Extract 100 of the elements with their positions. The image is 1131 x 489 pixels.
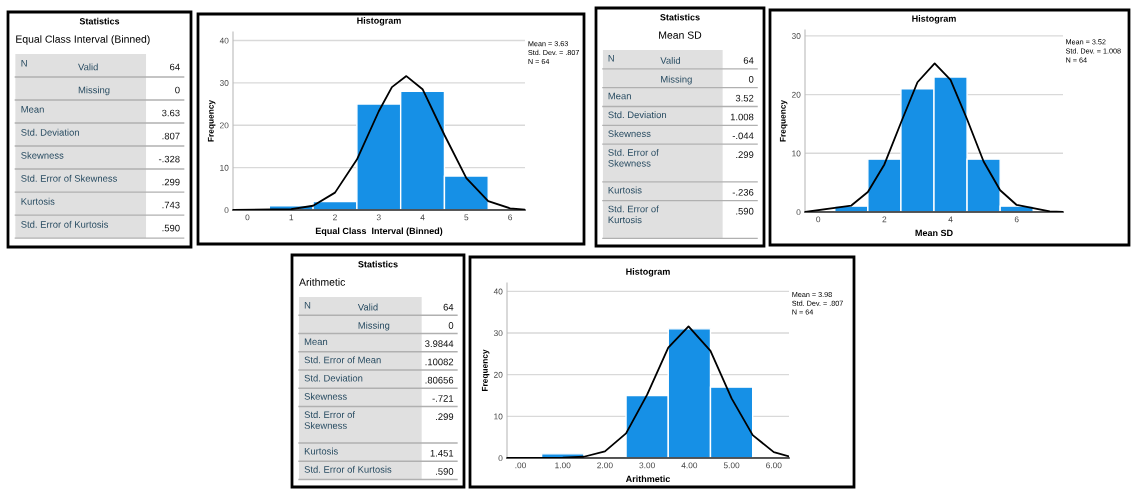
y-axis-title: Frequency <box>481 349 490 392</box>
text: .80656 <box>425 376 454 384</box>
text: 64 <box>443 303 454 311</box>
x-tick-label: 6.00 <box>766 462 782 469</box>
category-label: Kurtosis <box>304 447 338 455</box>
category-label: Valid <box>78 63 98 71</box>
x-tick-label: .00 <box>515 462 526 469</box>
text: -.044 <box>732 132 754 140</box>
line-series <box>507 325 789 458</box>
category-label: Std. Error of Kurtosis <box>304 465 392 473</box>
text: 64 <box>170 63 180 71</box>
x-tick-label: 0 <box>816 216 821 223</box>
category-label: Valid <box>660 56 681 64</box>
y-axis-title: Frequency <box>779 99 788 142</box>
x-tick-label: 4 <box>948 216 953 223</box>
category-label: Kurtosis <box>21 197 55 205</box>
category-label: Mean <box>304 338 328 346</box>
x-tick-label: 5.00 <box>723 462 740 469</box>
text: .807 <box>162 132 180 140</box>
text: -.236 <box>732 188 754 196</box>
x-tick-label: 2 <box>882 216 887 223</box>
text: .590 <box>436 468 454 475</box>
text: Mean SD <box>659 31 702 39</box>
x-tick-label: 4.00 <box>681 462 698 469</box>
text: .299 <box>736 151 754 159</box>
line-series <box>233 75 525 210</box>
category-label: Skewness <box>21 151 64 159</box>
y-tick-label: 30 <box>219 80 229 86</box>
category-label: Skewness <box>608 130 651 137</box>
y-tick-label: 10 <box>494 413 503 420</box>
category-label: N <box>608 55 614 62</box>
category-label: Std. Error of Kurtosis <box>608 205 659 224</box>
x-tick-label: 1.00 <box>555 462 571 469</box>
text: 1.451 <box>430 449 454 457</box>
x-tick-label: 2.00 <box>597 462 613 469</box>
category-label: Skewness <box>304 392 347 400</box>
y-tick-label: 0 <box>498 455 503 462</box>
text: Equal Class Interval (Binned) <box>16 35 150 45</box>
category-label: Std. Error of Skewness <box>21 174 117 182</box>
x-tick-label: 5 <box>464 214 469 221</box>
text: Statistics <box>358 260 398 268</box>
y-tick-label: 20 <box>219 122 229 129</box>
text: 3.9844 <box>425 340 454 347</box>
x-tick-label: 3 <box>376 214 381 221</box>
category-label: Std. Error of Skewness <box>304 411 356 429</box>
text: .590 <box>162 224 180 232</box>
y-tick-label: 20 <box>493 371 503 378</box>
category-label: N <box>21 60 27 67</box>
x-tick-label: 4 <box>420 214 425 221</box>
y-tick-label: 10 <box>792 150 801 157</box>
category-label: Valid <box>357 303 378 311</box>
y-tick-label: 0 <box>224 207 229 214</box>
category-label: Missing <box>661 75 692 85</box>
text: .299 <box>162 178 180 186</box>
x-tick-label: 6 <box>1014 216 1019 223</box>
chart-title: Histogram <box>357 17 401 26</box>
text: .10082 <box>425 358 454 366</box>
text: -.328 <box>158 155 180 163</box>
x-tick-label: 3.00 <box>639 462 655 469</box>
text: 3.63 <box>162 109 180 117</box>
x-tick-label: 1 <box>289 214 294 221</box>
text: 0 <box>448 322 454 329</box>
category-label: Std. Deviation <box>608 111 667 119</box>
y-tick-label: 30 <box>493 330 503 337</box>
text: Arithmetic <box>299 278 346 286</box>
x-axis-title: Equal Class Interval (Binned) <box>315 227 443 236</box>
category-label: Std. Deviation <box>21 128 79 136</box>
y-axis-title: Frequency <box>207 99 216 142</box>
x-tick-label: 2 <box>333 214 337 221</box>
y-tick-label: 30 <box>791 33 801 39</box>
x-tick-label: 6 <box>508 214 513 221</box>
category-label: Missing <box>358 321 390 331</box>
text: 0 <box>175 86 180 94</box>
line-series <box>805 62 1063 212</box>
text: 3.52 <box>735 94 754 102</box>
chart-title: Histogram <box>626 268 670 277</box>
category-label: Std. Error of Skewness <box>608 148 659 167</box>
text: 0 <box>748 75 754 83</box>
y-tick-label: 40 <box>493 288 503 295</box>
category-label: Std. Deviation <box>304 374 363 382</box>
text: 1.008 <box>730 113 754 121</box>
category-label: Std. Error of Mean <box>304 356 381 364</box>
text: .590 <box>736 207 754 215</box>
category-label: Mean <box>608 92 631 100</box>
category-label: Std. Error of Kurtosis <box>21 220 109 228</box>
x-axis-title: Arithmetic <box>625 475 671 483</box>
category-label: N <box>304 301 311 309</box>
y-tick-label: 20 <box>791 91 801 98</box>
x-tick-label: 0 <box>245 214 250 221</box>
y-tick-label: 0 <box>796 209 801 216</box>
x-axis-title: Mean SD <box>915 229 953 237</box>
y-tick-label: 10 <box>220 164 229 171</box>
text: Statistics <box>79 17 120 25</box>
text: Statistics <box>660 13 700 21</box>
category-label: Missing <box>78 86 110 96</box>
text: 64 <box>743 57 754 64</box>
category-label: Kurtosis <box>608 186 642 194</box>
text: .299 <box>436 413 454 420</box>
y-tick-label: 40 <box>219 37 229 44</box>
category-label: Mean <box>21 106 44 113</box>
